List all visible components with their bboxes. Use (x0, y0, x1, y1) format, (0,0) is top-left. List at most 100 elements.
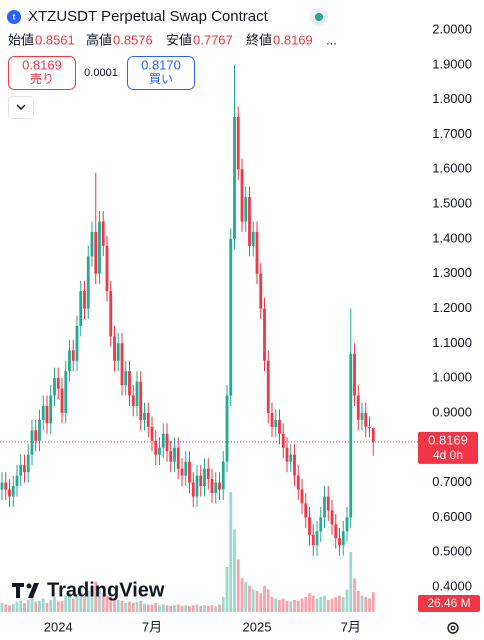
y-tick-label: 1.4000 (432, 230, 472, 245)
volume-bar (356, 591, 360, 612)
volume-bar (79, 589, 83, 612)
volume-bar (345, 589, 349, 612)
volume-bar (146, 604, 150, 612)
ohlc-label: 始値 (8, 32, 34, 47)
volume-bar (323, 595, 326, 612)
ohlc-value: 0.8576 (113, 32, 153, 47)
candle-body (218, 482, 221, 490)
y-tick-label: 0.5000 (432, 544, 472, 559)
candle-body (101, 221, 105, 246)
candle-body (326, 496, 330, 511)
volume-bar (293, 600, 296, 612)
volume-bar (218, 604, 221, 612)
candle-body (139, 381, 143, 420)
volume-bar (135, 602, 139, 612)
settings-button[interactable] (447, 622, 459, 634)
volume-bar (131, 603, 135, 612)
volume-bar (259, 593, 263, 612)
candle-body (210, 479, 214, 494)
sell-button[interactable]: 0.8169 売り (8, 56, 76, 90)
candle-body (188, 461, 191, 483)
plot (0, 64, 375, 612)
candle-body (135, 381, 139, 406)
candle-body (64, 371, 68, 413)
volume-bar (98, 589, 101, 612)
candle-body (323, 496, 326, 518)
candle-body (176, 447, 180, 469)
volume-bar (315, 598, 319, 612)
candle-body (26, 454, 30, 473)
candle-body (206, 468, 210, 480)
volume-bar (161, 604, 165, 612)
candle-body (71, 350, 75, 361)
volume-bar (90, 585, 94, 612)
volume-bar (30, 597, 34, 612)
volume-bar (176, 604, 180, 612)
candle-body (180, 468, 184, 476)
volume-bar (221, 597, 225, 612)
candle-body (191, 482, 195, 497)
ohlc-label: 安値 (166, 32, 192, 47)
candle-body (356, 395, 360, 420)
volume-bar (274, 598, 278, 612)
candle-body (371, 428, 375, 442)
volume-bar (56, 601, 60, 612)
volume-bar (371, 592, 375, 612)
status-dot (315, 13, 323, 21)
volume-bar (285, 600, 289, 612)
last-price-tag (418, 431, 478, 464)
volume-bar (11, 603, 15, 612)
y-tick-label: 1.7000 (432, 126, 472, 141)
volume-bar (75, 594, 79, 612)
candle-body (360, 412, 364, 420)
candle-body (184, 461, 188, 476)
ohlc-label: 高値 (86, 32, 112, 47)
sell-price: 0.8169 (22, 57, 62, 72)
candle-body (341, 531, 345, 546)
ohlc-label: 終値 (246, 32, 272, 47)
volume-bar (8, 605, 11, 612)
volume-bar (338, 595, 341, 612)
volume-bar (188, 606, 191, 612)
candle-body (165, 433, 169, 452)
candle-body (293, 454, 296, 476)
candle-body (300, 489, 304, 504)
volume-bar (53, 597, 56, 612)
volume-bar (128, 601, 131, 612)
volume-bar (368, 598, 371, 612)
volume-bar (210, 605, 214, 612)
y-tick-label: 0.9000 (432, 404, 472, 419)
volume-bar (165, 605, 169, 612)
candle-body (120, 343, 124, 386)
y-tick-label: 1.2000 (432, 300, 472, 315)
volume-bar (251, 589, 255, 612)
candle-body (169, 451, 173, 462)
buy-button[interactable]: 0.8170 買い (127, 56, 195, 90)
last-price-label: 0.8169 (428, 432, 468, 447)
volume-bar (206, 606, 210, 612)
candle-body (195, 475, 199, 497)
candle-body (158, 447, 161, 455)
y-tick-label: 0.4000 (432, 578, 472, 593)
volume-bar (330, 598, 334, 612)
volume-bar (278, 600, 281, 612)
candle-body (263, 308, 266, 361)
volume-bar (296, 600, 300, 612)
candle-body (98, 221, 101, 274)
candle-body (79, 291, 83, 326)
collapse-button[interactable] (8, 96, 34, 119)
volume-bar (304, 597, 308, 612)
x-tick-label: 2024 (44, 619, 73, 634)
candle-body (255, 231, 259, 274)
more[interactable]: ... (326, 32, 337, 47)
y-tick-label: 0.7000 (432, 474, 472, 489)
y-tick-label: 0.6000 (432, 509, 472, 524)
volume-bar (270, 597, 274, 612)
ohlc-value: 0.7767 (193, 32, 233, 47)
y-tick-label: 1.6000 (432, 161, 472, 176)
candle-body (131, 395, 135, 406)
candle-body (229, 238, 233, 396)
volume-bar (225, 567, 229, 612)
candle-body (345, 517, 349, 532)
